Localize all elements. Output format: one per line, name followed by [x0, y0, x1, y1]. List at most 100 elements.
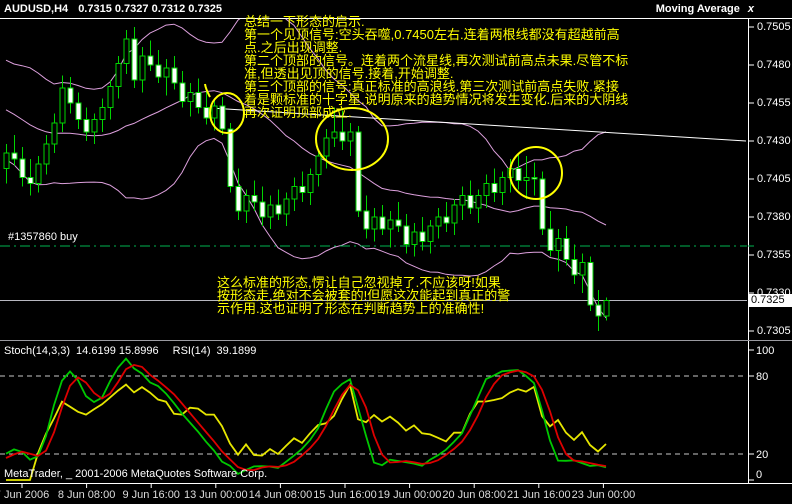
- candle-body: [147, 55, 154, 66]
- candle-body: [603, 300, 610, 317]
- candle-body: [27, 176, 34, 185]
- candle-body: [451, 204, 458, 224]
- candle-body: [411, 231, 418, 245]
- candle-body: [179, 82, 186, 102]
- buy-order-label: #1357860 buy: [8, 231, 78, 243]
- candle-body: [579, 262, 586, 276]
- candle-body: [595, 304, 602, 317]
- candle-body: [123, 38, 130, 64]
- time-tick-label: 21 Jun 16:00: [506, 489, 571, 501]
- rsi-value-label: 39.1899: [216, 345, 257, 357]
- candle-body: [227, 128, 234, 188]
- candle-body: [339, 131, 346, 142]
- highlight-circle[interactable]: [509, 146, 563, 200]
- stoch-main-line: [5, 357, 607, 475]
- candle-body: [419, 231, 426, 242]
- candle-body: [43, 143, 50, 165]
- rsi-name-label: RSI(14): [172, 345, 211, 357]
- time-tick-label: 23 Jun 00:00: [571, 489, 636, 501]
- candle-body: [59, 87, 66, 124]
- candle-body: [51, 122, 58, 145]
- annotation-line: 准,但透出见顶的信号.接着,开始调整.: [244, 66, 454, 81]
- candle-body: [235, 186, 242, 212]
- candle-body: [283, 198, 290, 215]
- candle-body: [499, 176, 506, 194]
- indicator-tick-label: 80: [756, 371, 769, 383]
- candle-body: [171, 67, 178, 84]
- candle-body: [563, 237, 570, 261]
- price-tick-label: 0.7405: [757, 173, 791, 185]
- candle-body: [163, 67, 170, 78]
- time-tick-label: 19 Jun 00:00: [377, 489, 442, 501]
- candle-body: [307, 173, 314, 194]
- candle-body: [435, 216, 442, 227]
- stoch-values-label: 14.6199 15.8996: [76, 345, 159, 357]
- candle-body: [243, 195, 250, 212]
- price-tick-label: 0.7505: [757, 21, 791, 33]
- candle-body: [443, 216, 450, 224]
- candle-body: [323, 137, 330, 157]
- candle-body: [219, 105, 226, 130]
- annotation-line: 点.之后出现调整.: [244, 40, 343, 55]
- candle-body: [347, 131, 354, 142]
- candle-body: [571, 259, 578, 276]
- candle-body: [275, 204, 282, 215]
- candle-body: [515, 167, 522, 182]
- candle-body: [187, 91, 194, 102]
- rsi-line: [6, 382, 607, 481]
- indicator-tick-label: 100: [756, 345, 775, 357]
- time-tick-label: 15 Jun 16:00: [313, 489, 377, 501]
- candle-body: [251, 195, 258, 203]
- annotation-line: 第一个见顶信号:空头吞噬,0.7450左右.连着两根线都没有超越前高: [244, 27, 620, 42]
- candle-body: [547, 228, 554, 251]
- candle-body: [587, 262, 594, 306]
- candle-body: [491, 183, 498, 194]
- candle-body: [387, 219, 394, 230]
- candle-body: [403, 225, 410, 245]
- annotation-line: 这么标准的形态,愣让自己忽视掉了.不应该呀!如果: [217, 275, 501, 290]
- candle-body: [155, 64, 162, 78]
- symbol-period-label: AUDUSD,H4: [4, 3, 69, 15]
- candle-body: [139, 55, 146, 81]
- stoch-name-label: Stoch(14,3,3): [4, 345, 71, 357]
- candle-body: [211, 105, 218, 119]
- annotation-line: 着是颗标准的十字星.说明原来的趋势情况将发生变化.后来的大阴线: [244, 92, 629, 107]
- time-tick-label: 13 Jun 00:00: [183, 489, 248, 501]
- indicator-tick-label: 20: [756, 449, 769, 461]
- close-icon[interactable]: x: [747, 3, 754, 15]
- candle-body: [267, 204, 274, 218]
- candle-body: [363, 210, 370, 230]
- highlight-circle[interactable]: [315, 107, 389, 171]
- candle-body: [107, 85, 114, 109]
- annotation-line: 第三个顶部的信号:真正标准的高浪线.第三次测试前高点失败.紧接: [244, 79, 619, 94]
- candle-body: [291, 186, 298, 200]
- time-tick-label: 14 Jun 08:00: [248, 489, 313, 501]
- candle-body: [67, 87, 74, 104]
- candle-body: [99, 107, 106, 121]
- highlight-circle[interactable]: [209, 92, 245, 134]
- candle-body: [299, 186, 306, 194]
- price-tick-label: 0.7380: [757, 211, 791, 223]
- candle-body: [395, 219, 402, 227]
- candle-body: [115, 62, 122, 87]
- indicator-window-titlebar: Moving Average x: [656, 3, 754, 15]
- annotation-line: 按形态走,绝对不会被套的!但愿这次能起到真正的警: [217, 288, 511, 303]
- price-tick-label: 0.7480: [757, 59, 791, 71]
- annotation-line: 示作用.这也证明了形态在判断趋势上的准确性!: [217, 301, 485, 316]
- candle-body: [459, 195, 466, 206]
- candle-body: [11, 152, 18, 160]
- bollinger-band-line: [5, 137, 607, 319]
- price-tick-label: 0.7430: [757, 135, 791, 147]
- candle-body: [83, 119, 90, 133]
- annotation-line: 第二个顶部的信号。连着两个流星线,再次测试前高点未果.尽管不标: [244, 53, 629, 68]
- trendline[interactable]: [209, 107, 747, 142]
- candle-body: [331, 131, 338, 139]
- stoch-signal-line: [5, 363, 607, 472]
- yellow-mark: [204, 83, 211, 98]
- time-tick-label: 9 Jun 16:00: [122, 489, 180, 501]
- quote-ohlc-label: 0.7315 0.7327 0.7312 0.7325: [78, 3, 222, 15]
- bollinger-band-line: [5, 90, 607, 226]
- candle-body: [203, 107, 210, 119]
- candle-body: [379, 216, 386, 230]
